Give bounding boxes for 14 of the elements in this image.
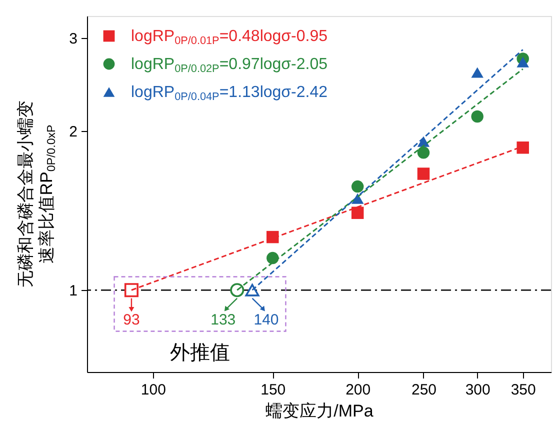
x-tick-label: 350 [510, 382, 536, 398]
annotation: 133 [210, 311, 236, 328]
y-tick-label: 2 [69, 123, 78, 140]
x-tick-label: 100 [140, 382, 166, 398]
annotation: 外推值 [170, 342, 230, 364]
x-tick-label: 150 [260, 382, 286, 398]
y-tick-label: 3 [69, 30, 78, 48]
x-tick-label: 250 [411, 382, 437, 398]
y-tick-label: 1 [69, 282, 78, 300]
annotation: 93 [123, 311, 140, 328]
x-axis-title: 蠕变应力/MPa [266, 402, 374, 420]
x-tick-label: 200 [346, 382, 371, 398]
annotation: 140 [254, 311, 279, 328]
x-tick-label: 300 [465, 382, 490, 398]
